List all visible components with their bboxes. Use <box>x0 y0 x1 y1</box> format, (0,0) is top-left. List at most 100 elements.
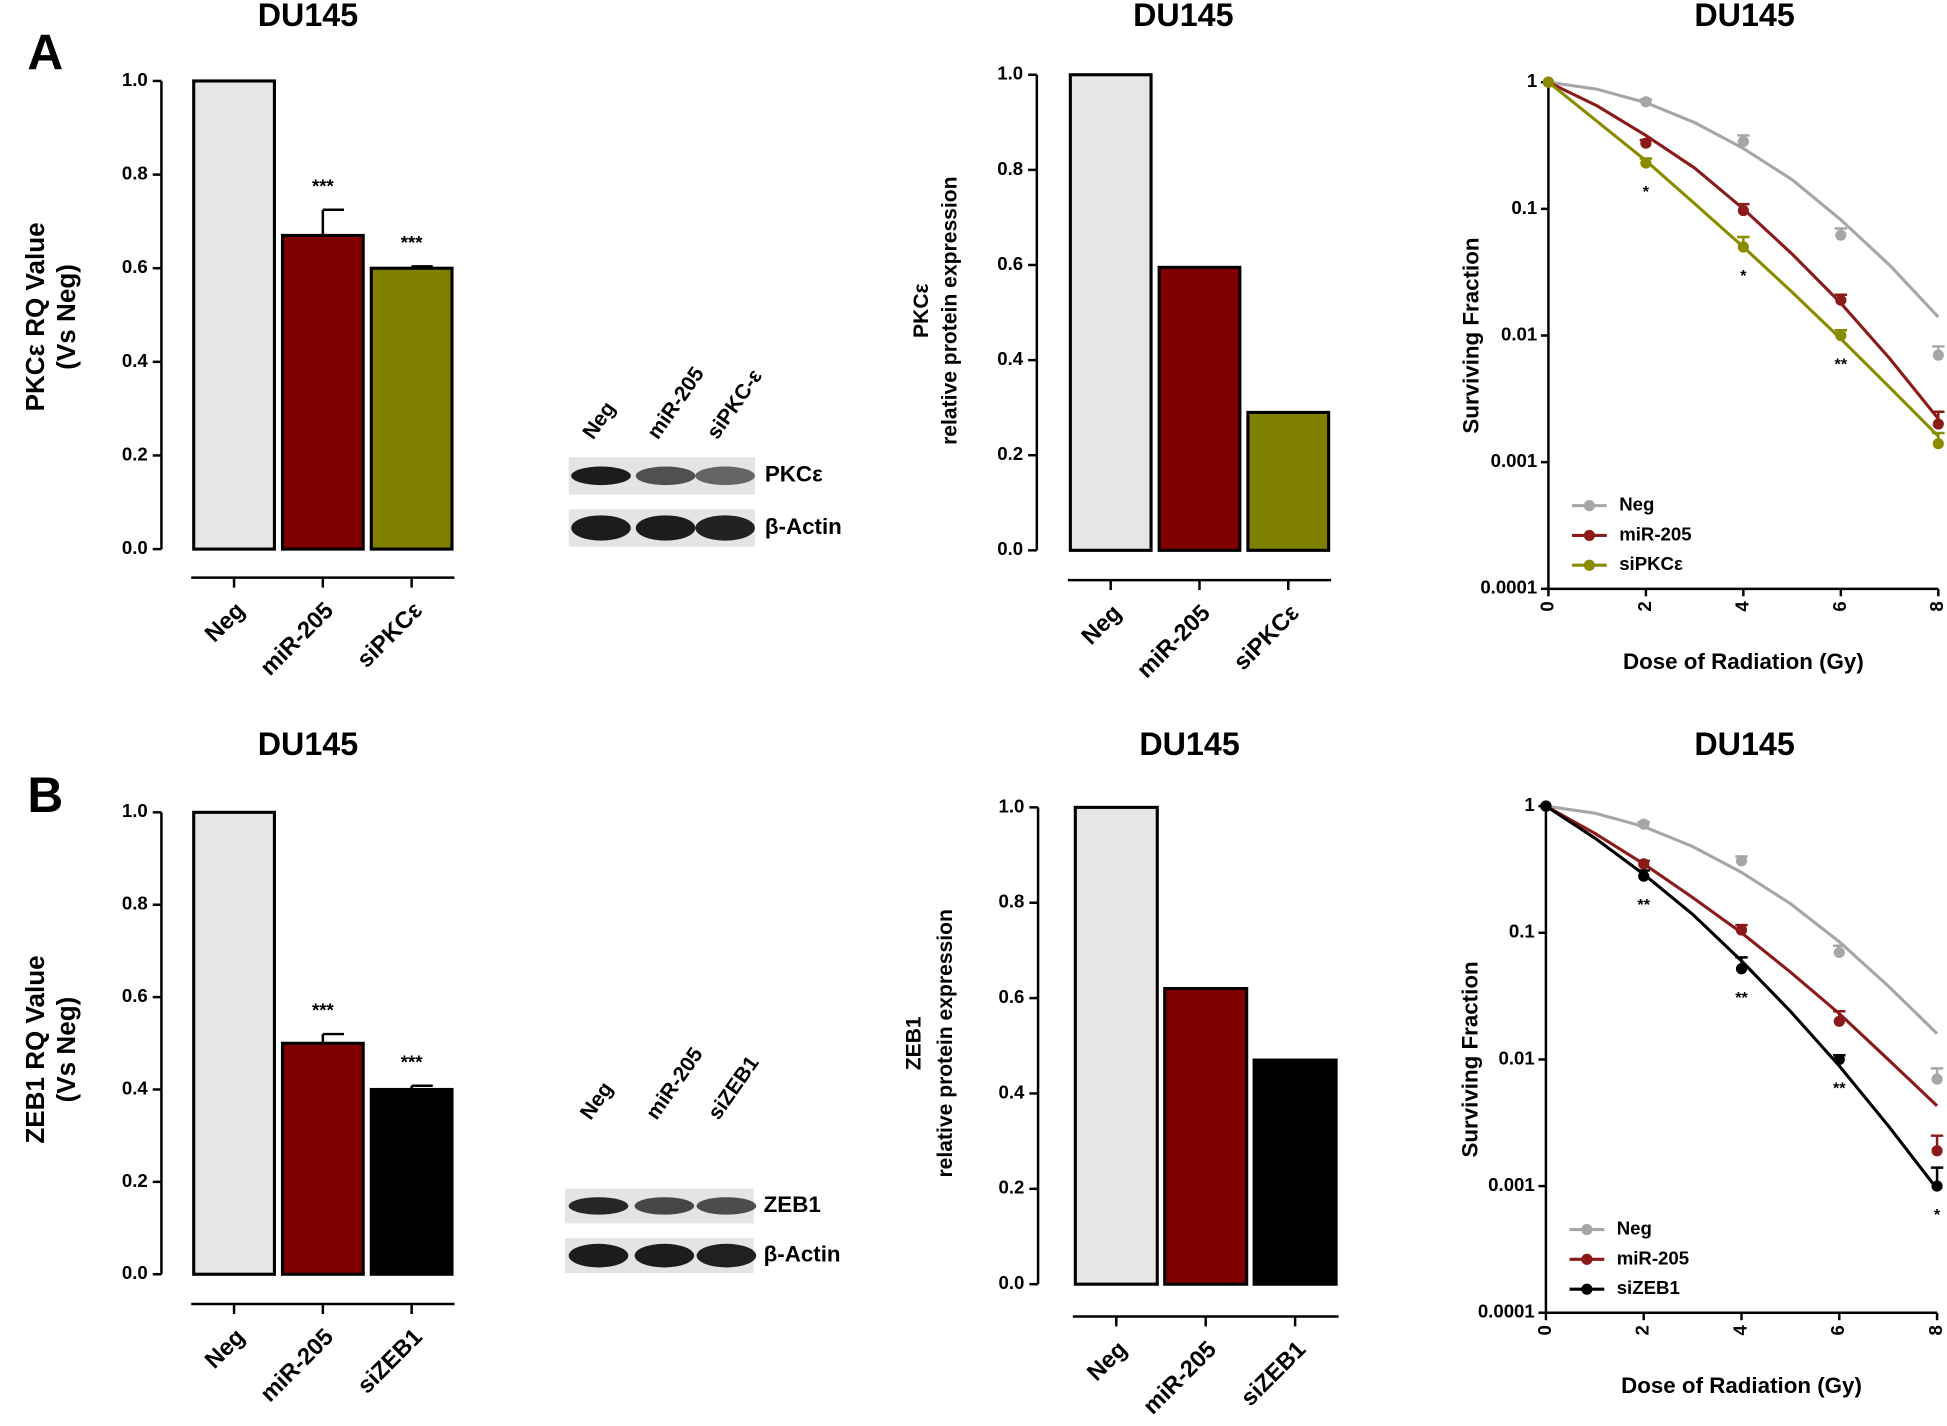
y-axis-label: (Vs Neg) <box>51 997 81 1103</box>
band-label: PKCε <box>765 462 823 487</box>
x-tick-label: 2 <box>1632 1325 1653 1335</box>
blot-band <box>568 1197 629 1215</box>
category-label: Neg <box>200 1323 250 1373</box>
y-tick-label: 1.0 <box>997 63 1023 84</box>
chart-title: DU145 <box>258 726 358 762</box>
y-tick-label: 0.4 <box>122 350 149 371</box>
error-bar <box>410 1084 433 1090</box>
blot-band <box>696 1243 757 1268</box>
significance: ** <box>1637 896 1650 914</box>
significance: *** <box>401 1051 423 1072</box>
bar <box>1163 987 1249 1286</box>
y-tick-label: 0.4 <box>997 348 1024 369</box>
data-point <box>1640 157 1652 169</box>
category-label: miR-205 <box>1132 599 1215 682</box>
y-tick-label: 0.0001 <box>1480 577 1537 598</box>
error-bar <box>321 1032 344 1044</box>
legend-marker <box>1581 1223 1593 1236</box>
legend-marker <box>1583 559 1595 571</box>
lane-label: miR-205 <box>643 363 709 444</box>
y-tick-label: 0.2 <box>122 1170 148 1191</box>
legend-label: siPKCε <box>1619 553 1683 574</box>
y-tick-label: 0.4 <box>122 1077 149 1098</box>
y-tick-label: 0.6 <box>122 985 148 1006</box>
y-tick-label: 0.8 <box>997 158 1023 179</box>
chart-title: DU145 <box>1694 726 1794 762</box>
significance: ** <box>1735 989 1748 1007</box>
blot-band <box>695 515 755 541</box>
y-tick-label: 1.0 <box>999 795 1025 816</box>
y-axis-label: ZEB1 RQ Value <box>20 955 50 1143</box>
legend-label: miR-205 <box>1619 523 1691 544</box>
lane-label: siPKC-ε <box>703 365 767 443</box>
y-axis-label: Surviving Fraction <box>1459 237 1484 433</box>
category-label: siZEB1 <box>352 1323 427 1398</box>
band-label: β-Actin <box>765 514 842 539</box>
y-tick-label: 0.0 <box>122 537 148 558</box>
legend-label: Neg <box>1617 1217 1652 1238</box>
data-point <box>1737 204 1749 217</box>
data-point <box>1833 1053 1845 1066</box>
fit-curve <box>1545 804 1939 1035</box>
y-tick-label: 0.8 <box>122 163 148 184</box>
data-point <box>1737 241 1749 253</box>
bar <box>1157 265 1242 552</box>
lane-label: Neg <box>578 398 620 444</box>
significance: * <box>1643 183 1650 201</box>
data-point <box>1640 137 1652 149</box>
data-point <box>1540 800 1552 812</box>
category-label: Neg <box>200 597 250 647</box>
data-point <box>1931 1073 1943 1085</box>
chart-title: DU145 <box>1139 726 1239 762</box>
data-point <box>1737 135 1749 148</box>
y-tick-label: 0.6 <box>999 986 1025 1007</box>
chart-title: DU145 <box>1133 0 1233 33</box>
fit-curve <box>1548 80 1940 319</box>
y-tick-label: 0.001 <box>1491 450 1538 471</box>
panel-label: A <box>27 24 63 80</box>
y-tick-label: 0.01 <box>1501 323 1537 344</box>
data-point <box>1835 229 1847 241</box>
legend-label: Neg <box>1619 494 1654 515</box>
bar <box>192 810 276 1276</box>
x-tick-label: 2 <box>1634 601 1655 611</box>
data-point <box>1931 1180 1943 1192</box>
y-tick-label: 0.2 <box>122 443 148 464</box>
x-tick-label: 4 <box>1731 601 1752 612</box>
bar <box>369 266 454 551</box>
y-tick-label: 0.8 <box>999 891 1025 912</box>
category-label: siPKCε <box>1228 599 1303 674</box>
chart-title: DU145 <box>1694 0 1794 33</box>
data-point <box>1638 818 1650 830</box>
y-tick-label: 0.1 <box>1511 197 1537 218</box>
data-point <box>1833 946 1845 958</box>
legend-marker <box>1583 500 1595 512</box>
legend-marker <box>1581 1283 1593 1295</box>
y-tick-label: 1 <box>1527 70 1537 91</box>
category-label: miR-205 <box>255 1323 338 1406</box>
y-axis-label: (Vs Neg) <box>51 264 81 370</box>
bar <box>280 1041 365 1276</box>
blot-band <box>571 466 631 486</box>
data-point <box>1932 438 1944 450</box>
data-point <box>1640 96 1652 108</box>
y-axis-label: PKCε <box>910 283 933 338</box>
y-tick-label: 0.001 <box>1488 1174 1535 1195</box>
y-tick-label: 1.0 <box>122 800 148 821</box>
y-tick-label: 0.1 <box>1509 921 1535 942</box>
y-tick-label: 0.0001 <box>1478 1301 1535 1322</box>
category-label: miR-205 <box>255 597 338 680</box>
y-tick-label: 0.0 <box>122 1262 148 1283</box>
data-point <box>1835 329 1847 342</box>
bar <box>192 79 276 551</box>
x-tick-label: 8 <box>1925 1325 1946 1335</box>
legend-label: siZEB1 <box>1617 1277 1680 1298</box>
error-bar <box>321 208 344 236</box>
y-tick-label: 0.6 <box>997 253 1023 274</box>
band-label: β-Actin <box>764 1242 841 1267</box>
bar <box>280 233 365 551</box>
bar <box>1246 410 1331 552</box>
data-point <box>1735 963 1748 975</box>
